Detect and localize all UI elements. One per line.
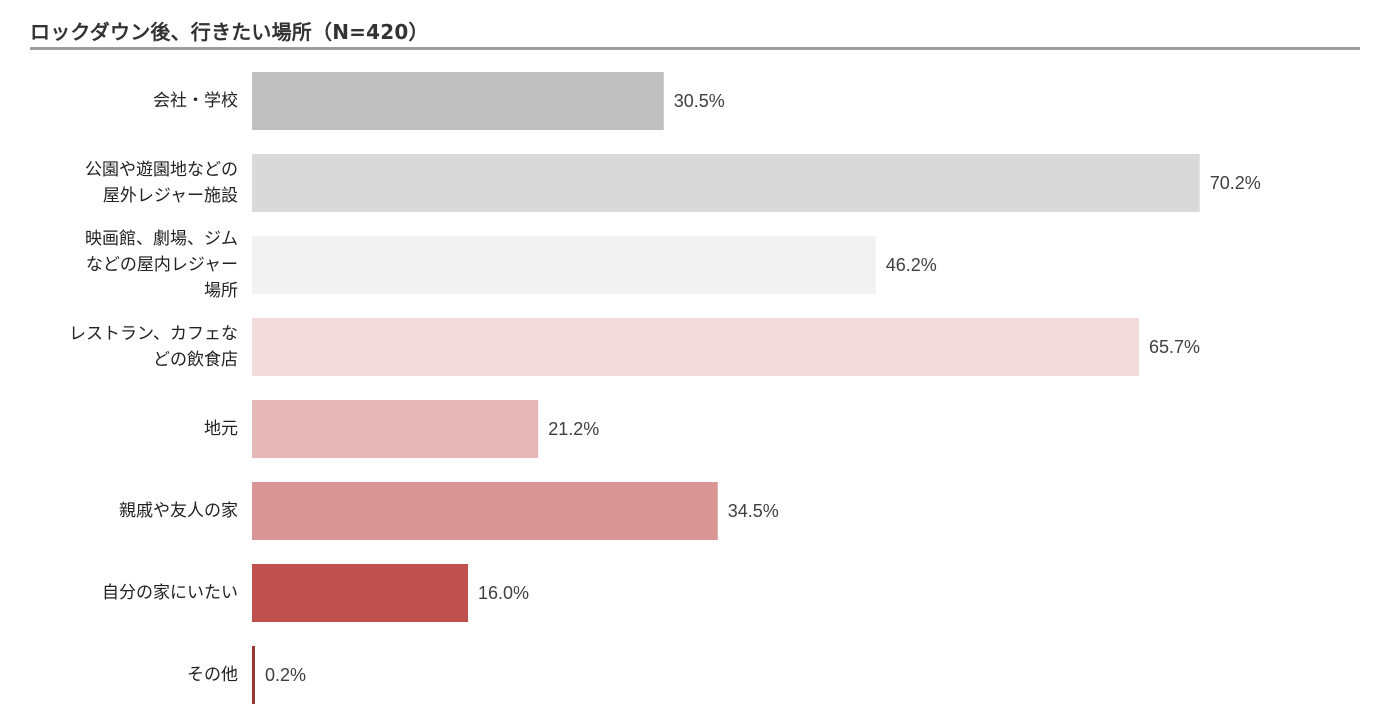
category-label-2-line-1: 公園や遊園地などの xyxy=(85,160,238,180)
value-label-3: 46.2% xyxy=(886,255,937,275)
bar-4 xyxy=(252,318,1139,376)
category-label-7-line-1: 自分の家にいたい xyxy=(102,583,238,603)
category-label-3: 映画館、劇場、ジムなどの屋内レジャー場所 xyxy=(85,229,238,301)
category-label-1: 会社・学校 xyxy=(153,91,238,111)
category-label-5: 地元 xyxy=(204,419,238,439)
bar-1 xyxy=(252,72,664,130)
bar-6 xyxy=(252,482,718,540)
category-label-2-line-2: 屋外レジャー施設 xyxy=(103,186,238,206)
category-label-2: 公園や遊園地などの屋外レジャー施設 xyxy=(85,160,238,206)
value-label-6: 34.5% xyxy=(728,501,779,521)
title-divider xyxy=(30,47,1360,50)
value-label-1: 30.5% xyxy=(674,91,725,111)
category-label-4-line-1: レストラン、カフェな xyxy=(69,324,238,344)
category-label-8: その他 xyxy=(187,665,238,685)
category-label-6: 親戚や友人の家 xyxy=(119,501,238,521)
value-label-8: 0.2% xyxy=(265,665,306,685)
bar-7 xyxy=(252,564,468,622)
category-label-4-line-2: どの飲食店 xyxy=(153,350,238,370)
category-label-3-line-3: 場所 xyxy=(204,281,238,301)
category-label-1-line-1: 会社・学校 xyxy=(153,91,238,111)
bar-3 xyxy=(252,236,876,294)
category-label-4: レストラン、カフェなどの飲食店 xyxy=(69,324,238,370)
category-label-5-line-1: 地元 xyxy=(204,419,238,439)
category-label-6-line-1: 親戚や友人の家 xyxy=(119,501,238,521)
category-label-3-line-1: 映画館、劇場、ジム xyxy=(85,229,238,249)
category-label-3-line-2: などの屋内レジャー xyxy=(86,255,238,275)
bar-2 xyxy=(252,154,1200,212)
category-label-8-line-1: その他 xyxy=(187,665,238,685)
bar-8 xyxy=(252,646,255,704)
value-label-2: 70.2% xyxy=(1210,173,1261,193)
category-label-7: 自分の家にいたい xyxy=(102,583,238,603)
value-label-7: 16.0% xyxy=(478,583,529,603)
value-label-4: 65.7% xyxy=(1149,337,1200,357)
value-label-5: 21.2% xyxy=(548,419,599,439)
chart-title: ロックダウン後、行きたい場所（N=420） xyxy=(30,20,429,44)
bar-5 xyxy=(252,400,539,458)
